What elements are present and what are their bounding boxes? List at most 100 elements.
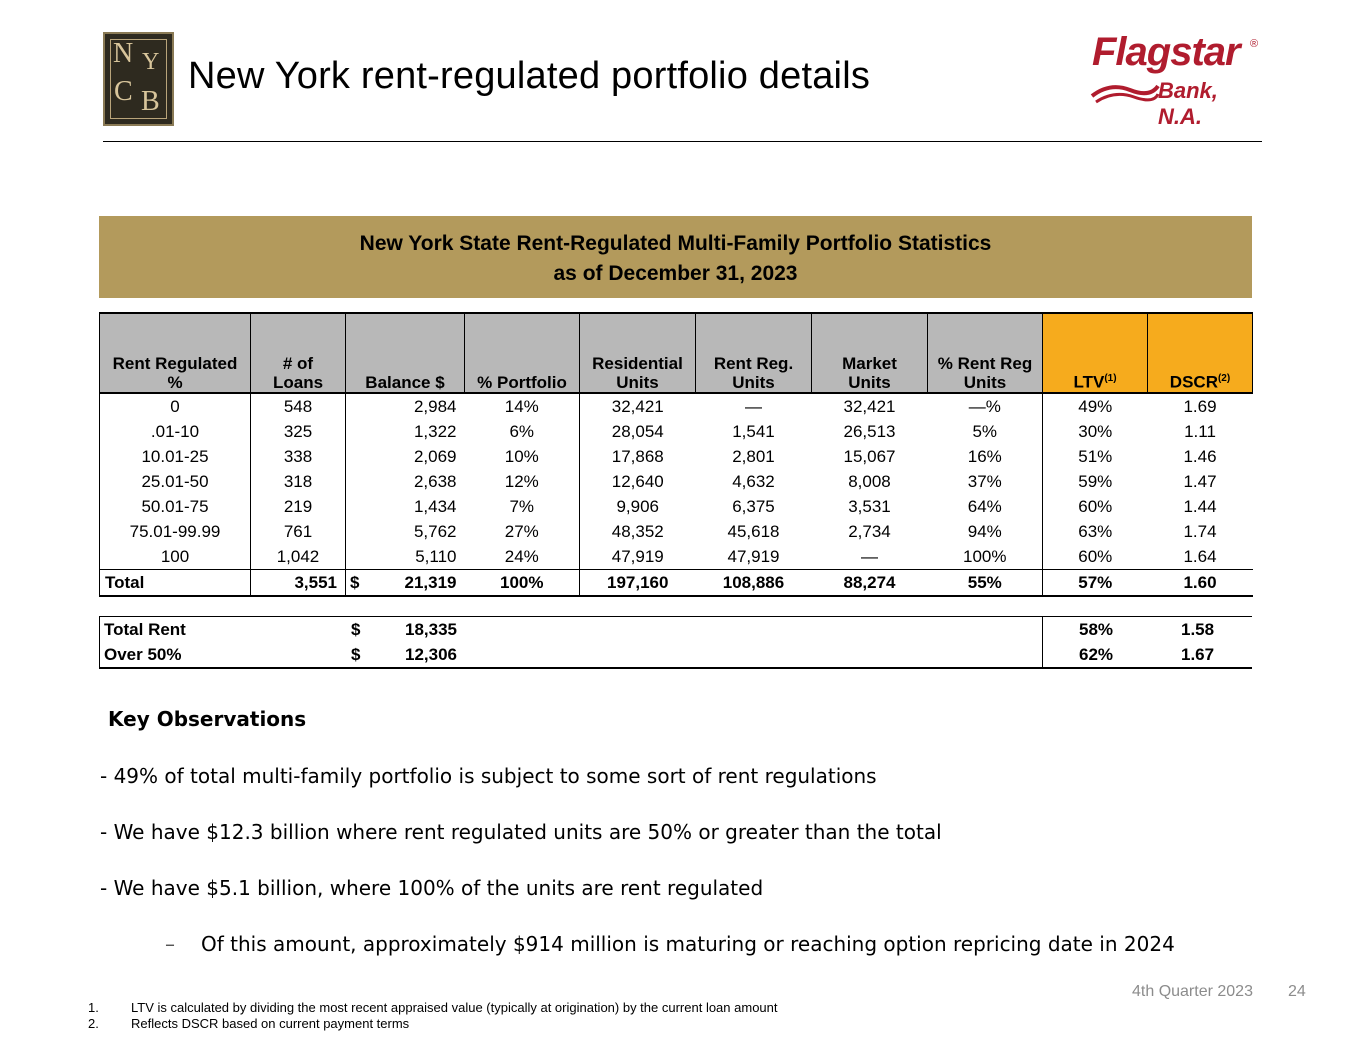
cell-rent-regulated: .01-10 xyxy=(99,419,251,444)
col-balance: Balance $ xyxy=(345,312,465,394)
total-portfolio: 100% xyxy=(464,569,580,597)
total-dscr: 1.60 xyxy=(1147,569,1253,597)
col-rent-reg-units: Rent Reg. Units xyxy=(695,312,812,394)
cell-balance: 1,434 xyxy=(345,494,465,519)
cell-ltv: 60% xyxy=(1042,494,1148,519)
cell-balance: 5,110 xyxy=(345,544,465,570)
cell-rent-reg-units: 1,541 xyxy=(732,421,775,441)
table-row: .01-10 325 1,322 6% 28,054 1,541 26,513 5% 30% 1.… xyxy=(99,419,1253,444)
flagstar-reg: ® xyxy=(1250,38,1259,50)
page-title: New York rent-regulated portfolio detail… xyxy=(188,55,871,97)
total-rent-reg: 108,886 xyxy=(695,569,812,597)
table-row: 25.01-50 318 2,638 12% 12,640 4,632 8,008 37% 59… xyxy=(99,469,1253,494)
cell-portfolio: 24% xyxy=(504,546,539,566)
cell-residential-units: 47,919 xyxy=(579,544,696,570)
total-balance: $ 21,319 xyxy=(345,569,465,597)
total-ltv: 57% xyxy=(1042,569,1148,597)
total-dollar-sign: $ xyxy=(350,573,360,592)
observation-item: - We have $5.1 billion, where 100% of th… xyxy=(100,876,764,900)
cell-loans: 548 xyxy=(250,393,346,419)
footnote-2: 2. Reflects DSCR based on current payment… xyxy=(88,1016,410,1031)
cell-ltv: 60% xyxy=(1042,544,1148,570)
cell-rent-regulated: 50.01-75 xyxy=(99,494,251,519)
cell-rent-reg-units: 2,801 xyxy=(732,446,775,466)
table-body: 0 548 2,984 14% 32,421 — 32,421 —% 49% 1.69 .01-10… xyxy=(99,393,1253,570)
total-residential: 197,160 xyxy=(579,569,696,597)
total-pct-rent-reg: 55% xyxy=(927,569,1043,597)
summary-ltv: 62% xyxy=(1079,645,1114,664)
observations-heading: Key Observations xyxy=(108,707,307,731)
cell-ltv: 49% xyxy=(1042,393,1148,419)
total-label: Total xyxy=(99,569,251,597)
cell-dscr: 1.46 xyxy=(1183,446,1217,466)
cell-residential-units: 17,868 xyxy=(579,444,696,469)
col-dscr: DSCR(2) xyxy=(1147,312,1253,394)
flagstar-name: Flagstar xyxy=(1092,30,1241,74)
cell-loans: 1,042 xyxy=(250,544,346,570)
cell-portfolio: 10% xyxy=(504,446,539,466)
cell-balance: 2,638 xyxy=(345,469,465,494)
cell-rent-reg-units: 47,919 xyxy=(727,546,780,566)
banner-line-1: New York State Rent-Regulated Multi-Fami… xyxy=(359,232,992,255)
table-header-row: Rent Regulated% # of Loans Balance $ % Po… xyxy=(99,312,1253,394)
cell-portfolio: 7% xyxy=(509,496,535,516)
cell-market-units: 8,008 xyxy=(848,471,891,491)
cell-dscr: 1.44 xyxy=(1183,496,1217,516)
observation-sub-dash: – xyxy=(165,932,175,956)
observation-sub-item: Of this amount, approximately $914 milli… xyxy=(201,932,1175,956)
summary-block: Total Rent $ 18,335 58% 1.58 Over 50% $ … xyxy=(99,616,1252,669)
flagstar-logo: Flagstar ® Bank, N.A. xyxy=(1090,30,1265,129)
cell-rent-regulated: 100 xyxy=(99,544,251,570)
cell-market-units: 26,513 xyxy=(843,421,896,441)
cell-residential-units: 48,352 xyxy=(579,519,696,544)
table-row: 10.01-25 338 2,069 10% 17,868 2,801 15,067 16% 5… xyxy=(99,444,1253,469)
summary-dollar: $ xyxy=(351,620,361,639)
cell-portfolio: 12% xyxy=(504,471,539,491)
cell-balance: 2,069 xyxy=(345,444,465,469)
col-market-units: Market Units xyxy=(811,312,928,394)
cell-balance: 1,322 xyxy=(345,419,465,444)
nycb-logo: N Y C B xyxy=(103,32,174,126)
logo-letter-b: B xyxy=(141,86,160,117)
cell-loans: 761 xyxy=(250,519,346,544)
summary-label: Total Rent xyxy=(104,620,186,639)
cell-ltv: 59% xyxy=(1042,469,1148,494)
cell-portfolio: 27% xyxy=(504,521,539,541)
cell-rent-reg-units: 45,618 xyxy=(727,521,780,541)
cell-pct-rent-reg-units: 64% xyxy=(967,496,1002,516)
cell-balance: 5,762 xyxy=(345,519,465,544)
cell-balance: 2,984 xyxy=(345,393,465,419)
cell-ltv: 51% xyxy=(1042,444,1148,469)
cell-residential-units: 12,640 xyxy=(579,469,696,494)
flagstar-sub: Bank, N.A. xyxy=(1158,78,1218,129)
col-ltv: LTV(1) xyxy=(1042,312,1148,394)
cell-market-units: 15,067 xyxy=(843,446,896,466)
cell-market-units: 32,421 xyxy=(843,396,896,416)
cell-pct-rent-reg-units: 100% xyxy=(963,546,1007,566)
cell-rent-reg-units: 6,375 xyxy=(732,496,775,516)
page-number: 24 xyxy=(1288,983,1306,1000)
cell-dscr: 1.64 xyxy=(1183,546,1217,566)
summary-value: 18,335 xyxy=(405,620,457,639)
footer-quarter: 4th Quarter 2023 xyxy=(1132,983,1253,1000)
cell-rent-regulated: 75.01-99.99 xyxy=(99,519,251,544)
cell-portfolio: 14% xyxy=(504,396,539,416)
cell-portfolio: 6% xyxy=(509,421,535,441)
observation-item: - We have $12.3 billion where rent regul… xyxy=(100,820,942,844)
cell-rent-regulated: 10.01-25 xyxy=(99,444,251,469)
cell-dscr: 1.74 xyxy=(1183,521,1217,541)
logo-letter-y: Y xyxy=(142,49,160,75)
col-residential-units: Residential Units xyxy=(579,312,696,394)
table-total-row: Total 3,551 $ 21,319 100% 197,160 108,88… xyxy=(99,569,1253,597)
summary-dscr: 1.67 xyxy=(1181,645,1215,664)
cell-pct-rent-reg-units: —% xyxy=(968,396,1001,416)
cell-loans: 219 xyxy=(250,494,346,519)
cell-residential-units: 9,906 xyxy=(579,494,696,519)
portfolio-table: Rent Regulated% # of Loans Balance $ % Po… xyxy=(99,312,1253,597)
banner-line-2: as of December 31, 2023 xyxy=(553,262,798,285)
cell-market-units: 3,531 xyxy=(848,496,891,516)
total-market: 88,274 xyxy=(811,569,928,597)
summary-value: 12,306 xyxy=(405,645,457,664)
logo-letter-n: N xyxy=(113,38,134,69)
cell-pct-rent-reg-units: 94% xyxy=(967,521,1002,541)
